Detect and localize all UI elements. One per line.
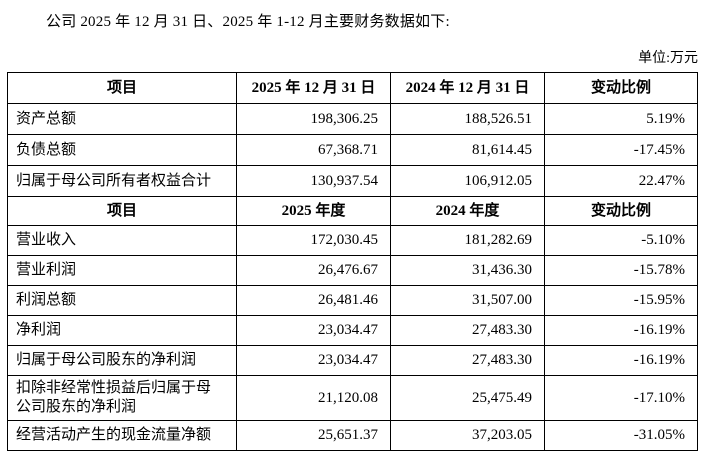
income-statement-header-row: 项目 2025 年度 2024 年度 变动比例 [7, 196, 698, 226]
row-item-label: 归属于母公司所有者权益合计 [7, 165, 237, 197]
row-change-ratio: -17.10% [544, 375, 698, 421]
row-value-2025: 67,368.71 [236, 134, 391, 166]
row-item-label: 净利润 [7, 315, 237, 346]
row-value-2024: 188,526.51 [390, 103, 545, 135]
row-value-2024: 27,483.30 [390, 345, 545, 376]
table-row-total-liabilities: 负债总额 67,368.71 81,614.45 -17.45% [7, 134, 698, 166]
row-change-ratio: -17.45% [544, 134, 698, 166]
row-change-ratio: -31.05% [544, 420, 698, 451]
column-header-2025-date: 2025 年 12 月 31 日 [236, 72, 391, 104]
column-header-item: 项目 [7, 196, 237, 226]
row-item-label: 营业利润 [7, 255, 237, 286]
table-row-total-assets: 资产总额 198,306.25 188,526.51 5.19% [7, 103, 698, 135]
row-value-2025: 130,937.54 [236, 165, 391, 197]
row-value-2024: 37,203.05 [390, 420, 545, 451]
row-value-2024: 106,912.05 [390, 165, 545, 197]
row-value-2024: 81,614.45 [390, 134, 545, 166]
row-item-label: 经营活动产生的现金流量净额 [7, 420, 237, 451]
table-row-operating-cash-flow: 经营活动产生的现金流量净额 25,651.37 37,203.05 -31.05… [7, 420, 698, 451]
row-item-label: 资产总额 [7, 103, 237, 135]
column-header-change: 变动比例 [544, 72, 698, 104]
column-header-2024-date: 2024 年 12 月 31 日 [390, 72, 545, 104]
row-value-2024: 31,507.00 [390, 285, 545, 316]
column-header-2024-year: 2024 年度 [390, 196, 545, 226]
row-value-2025: 26,481.46 [236, 285, 391, 316]
row-change-ratio: 5.19% [544, 103, 698, 135]
column-header-change: 变动比例 [544, 196, 698, 226]
row-item-label: 利润总额 [7, 285, 237, 316]
table-row-net-profit-parent: 归属于母公司股东的净利润 23,034.47 27,483.30 -16.19% [7, 345, 698, 376]
row-value-2024: 25,475.49 [390, 375, 545, 421]
table-row-operating-revenue: 营业收入 172,030.45 181,282.69 -5.10% [7, 225, 698, 256]
row-value-2025: 23,034.47 [236, 315, 391, 346]
row-value-2025: 25,651.37 [236, 420, 391, 451]
table-row-net-profit: 净利润 23,034.47 27,483.30 -16.19% [7, 315, 698, 346]
column-header-2025-year: 2025 年度 [236, 196, 391, 226]
unit-label: 单位:万元 [638, 51, 698, 66]
row-value-2025: 23,034.47 [236, 345, 391, 376]
balance-sheet-header-row: 项目 2025 年 12 月 31 日 2024 年 12 月 31 日 变动比… [7, 72, 698, 104]
row-item-label: 负债总额 [7, 134, 237, 166]
row-value-2025: 26,476.67 [236, 255, 391, 286]
row-value-2025: 172,030.45 [236, 225, 391, 256]
row-item-label: 归属于母公司股东的净利润 [7, 345, 237, 376]
row-change-ratio: -5.10% [544, 225, 698, 256]
row-value-2025: 21,120.08 [236, 375, 391, 421]
table-row-parent-equity: 归属于母公司所有者权益合计 130,937.54 106,912.05 22.4… [7, 165, 698, 197]
row-change-ratio: -15.78% [544, 255, 698, 286]
row-change-ratio: -16.19% [544, 315, 698, 346]
row-change-ratio: -15.95% [544, 285, 698, 316]
row-change-ratio: 22.47% [544, 165, 698, 197]
row-change-ratio: -16.19% [544, 345, 698, 376]
column-header-item: 项目 [7, 72, 237, 104]
row-value-2025: 198,306.25 [236, 103, 391, 135]
row-item-label: 扣除非经常性损益后归属于母 公司股东的净利润 [7, 375, 237, 421]
financial-data-table: 项目 2025 年 12 月 31 日 2024 年 12 月 31 日 变动比… [7, 72, 698, 451]
table-row-operating-profit: 营业利润 26,476.67 31,436.30 -15.78% [7, 255, 698, 286]
table-row-net-profit-excl-nonrecurring: 扣除非经常性损益后归属于母 公司股东的净利润 21,120.08 25,475.… [7, 375, 698, 421]
row-item-label: 营业收入 [7, 225, 237, 256]
row-value-2024: 181,282.69 [390, 225, 545, 256]
row-value-2024: 31,436.30 [390, 255, 545, 286]
table-row-total-profit: 利润总额 26,481.46 31,507.00 -15.95% [7, 285, 698, 316]
document-title: 公司 2025 年 12 月 31 日、2025 年 1-12 月主要财务数据如… [46, 14, 450, 30]
row-value-2024: 27,483.30 [390, 315, 545, 346]
